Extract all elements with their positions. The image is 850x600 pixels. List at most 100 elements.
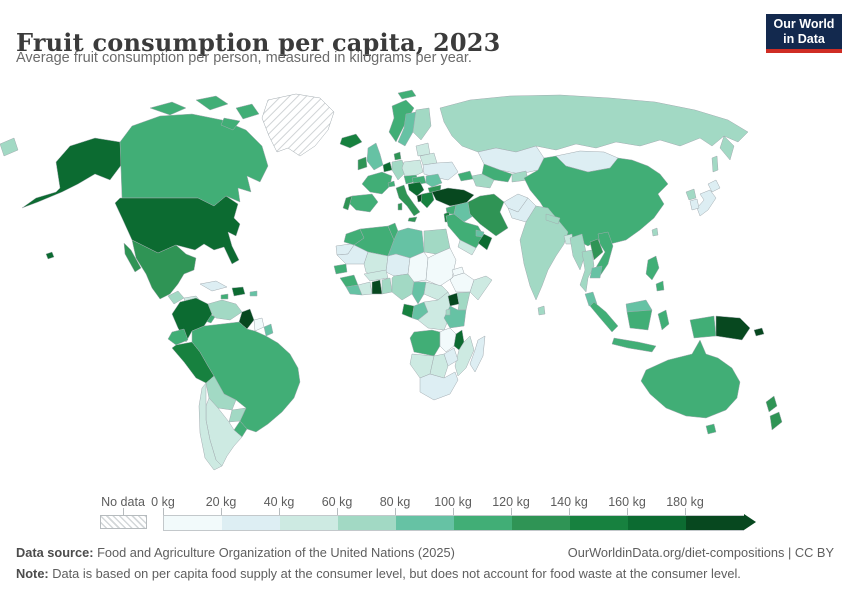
country-somalia[interactable] <box>469 275 493 301</box>
legend-segment-80-100 kg[interactable] <box>396 516 454 530</box>
country-oman[interactable] <box>477 233 493 251</box>
country-australia[interactable] <box>640 339 741 419</box>
country-philippines-mindanao[interactable] <box>655 280 665 292</box>
country-netherlands-belgium[interactable] <box>382 161 393 173</box>
country-turkey[interactable] <box>431 187 475 207</box>
country-canada-arctic[interactable] <box>195 95 229 111</box>
country-cambodia[interactable] <box>589 265 603 279</box>
country-greenland[interactable] <box>261 93 335 157</box>
country-chukotka[interactable] <box>0 137 19 157</box>
country-denmark[interactable] <box>393 151 402 161</box>
country-kamchatka[interactable] <box>719 135 735 161</box>
country-kenya[interactable] <box>456 291 471 311</box>
country-nigeria[interactable] <box>391 273 415 301</box>
country-switzerland[interactable] <box>387 180 396 188</box>
country-chile[interactable] <box>198 382 223 471</box>
country-canada-arctic[interactable] <box>220 117 241 131</box>
country-italy[interactable] <box>395 184 421 217</box>
legend-segment-20-40 kg[interactable] <box>222 516 280 530</box>
country-west-papua[interactable] <box>689 315 717 339</box>
country-sardinia[interactable] <box>397 202 403 211</box>
country-south-korea[interactable] <box>689 198 700 211</box>
country-sri-lanka[interactable] <box>537 305 546 316</box>
country-rwanda-burundi[interactable] <box>445 308 451 316</box>
country-germany[interactable] <box>391 159 407 181</box>
country-russia[interactable] <box>439 94 749 153</box>
legend-segment-60-80 kg[interactable] <box>338 516 396 530</box>
country-spain[interactable] <box>347 193 379 213</box>
country-ireland[interactable] <box>357 156 368 171</box>
country-madagascar[interactable] <box>469 335 486 373</box>
country-svalbard[interactable] <box>397 89 417 100</box>
country-central-african-republic[interactable] <box>423 281 449 301</box>
country-venezuela[interactable] <box>207 299 243 321</box>
country-canada-arctic[interactable] <box>149 101 187 116</box>
legend-segment-0-20 kg[interactable] <box>164 516 222 530</box>
country-new-zealand-north[interactable] <box>765 395 778 413</box>
country-mozambique[interactable] <box>454 335 475 377</box>
country-new-zealand-south[interactable] <box>769 411 783 431</box>
country-japan-hokkaido[interactable] <box>707 179 721 193</box>
country-cameroon[interactable] <box>411 281 427 305</box>
country-united-kingdom[interactable] <box>366 142 384 171</box>
country-baja[interactable] <box>123 242 142 273</box>
country-ecuador[interactable] <box>167 328 189 346</box>
country-sulawesi[interactable] <box>657 309 670 331</box>
country-suriname[interactable] <box>253 317 265 332</box>
legend-segment-120-140 kg[interactable] <box>512 516 570 530</box>
country-norway[interactable] <box>388 99 415 143</box>
country-cuba[interactable] <box>199 280 228 292</box>
country-finland[interactable] <box>412 107 432 141</box>
country-brazil[interactable] <box>191 321 301 433</box>
country-sumatra[interactable] <box>589 301 619 333</box>
legend-segment-40-60 kg[interactable] <box>280 516 338 530</box>
country-laos[interactable] <box>589 238 604 261</box>
legend-bar[interactable] <box>163 515 744 531</box>
country-togo-benin[interactable] <box>381 277 393 295</box>
country-hispaniola[interactable] <box>231 286 246 297</box>
country-canada-arctic[interactable] <box>235 103 260 120</box>
country-mexico[interactable] <box>131 239 197 300</box>
country-tasmania[interactable] <box>705 423 717 435</box>
country-french-guiana[interactable] <box>263 323 274 337</box>
country-ghana[interactable] <box>371 279 383 295</box>
country-turkmenistan[interactable] <box>471 173 495 189</box>
legend-no-data-swatch[interactable] <box>100 515 147 529</box>
country-portugal[interactable] <box>342 195 353 211</box>
legend-segment-180+ kg[interactable] <box>686 516 744 530</box>
country-iceland[interactable] <box>339 133 363 149</box>
country-guyana[interactable] <box>238 308 255 330</box>
legend-segment-100-120 kg[interactable] <box>454 516 512 530</box>
country-puerto-rico[interactable] <box>249 290 258 297</box>
country-java[interactable] <box>611 337 657 353</box>
footer-attribution-link[interactable]: OurWorldinData.org/diet-compositions | C… <box>567 545 834 560</box>
country-poland[interactable] <box>401 159 424 177</box>
country-myanmar[interactable] <box>569 233 587 271</box>
country-south-africa[interactable] <box>419 371 459 401</box>
country-bolivia[interactable] <box>205 375 237 411</box>
owid-logo[interactable]: Our World in Data <box>766 14 842 53</box>
country-senegal[interactable] <box>333 263 348 275</box>
country-greece[interactable] <box>420 191 435 209</box>
country-burkina-faso[interactable] <box>363 269 389 282</box>
country-japan-honshu[interactable] <box>696 189 717 217</box>
country-sakhalin[interactable] <box>711 155 719 173</box>
country-botswana[interactable] <box>429 353 449 379</box>
country-philippines-luzon[interactable] <box>645 255 660 281</box>
country-angola[interactable] <box>409 329 441 357</box>
country-kalimantan[interactable] <box>626 309 653 331</box>
country-ethiopia[interactable] <box>449 272 475 293</box>
country-yemen[interactable] <box>457 239 477 256</box>
country-alaska[interactable] <box>21 137 123 209</box>
country-nepal[interactable] <box>545 213 561 225</box>
country-new-britain[interactable] <box>753 327 765 337</box>
country-india[interactable] <box>519 205 569 301</box>
country-france[interactable] <box>361 171 393 195</box>
legend-segment-160-180 kg[interactable] <box>628 516 686 530</box>
country-niger[interactable] <box>385 253 411 277</box>
country-sudan[interactable] <box>425 247 457 287</box>
country-iran[interactable] <box>467 193 509 237</box>
country-papua-new-guinea[interactable] <box>715 315 751 341</box>
legend-segment-140-160 kg[interactable] <box>570 516 628 530</box>
country-taiwan[interactable] <box>651 227 659 237</box>
